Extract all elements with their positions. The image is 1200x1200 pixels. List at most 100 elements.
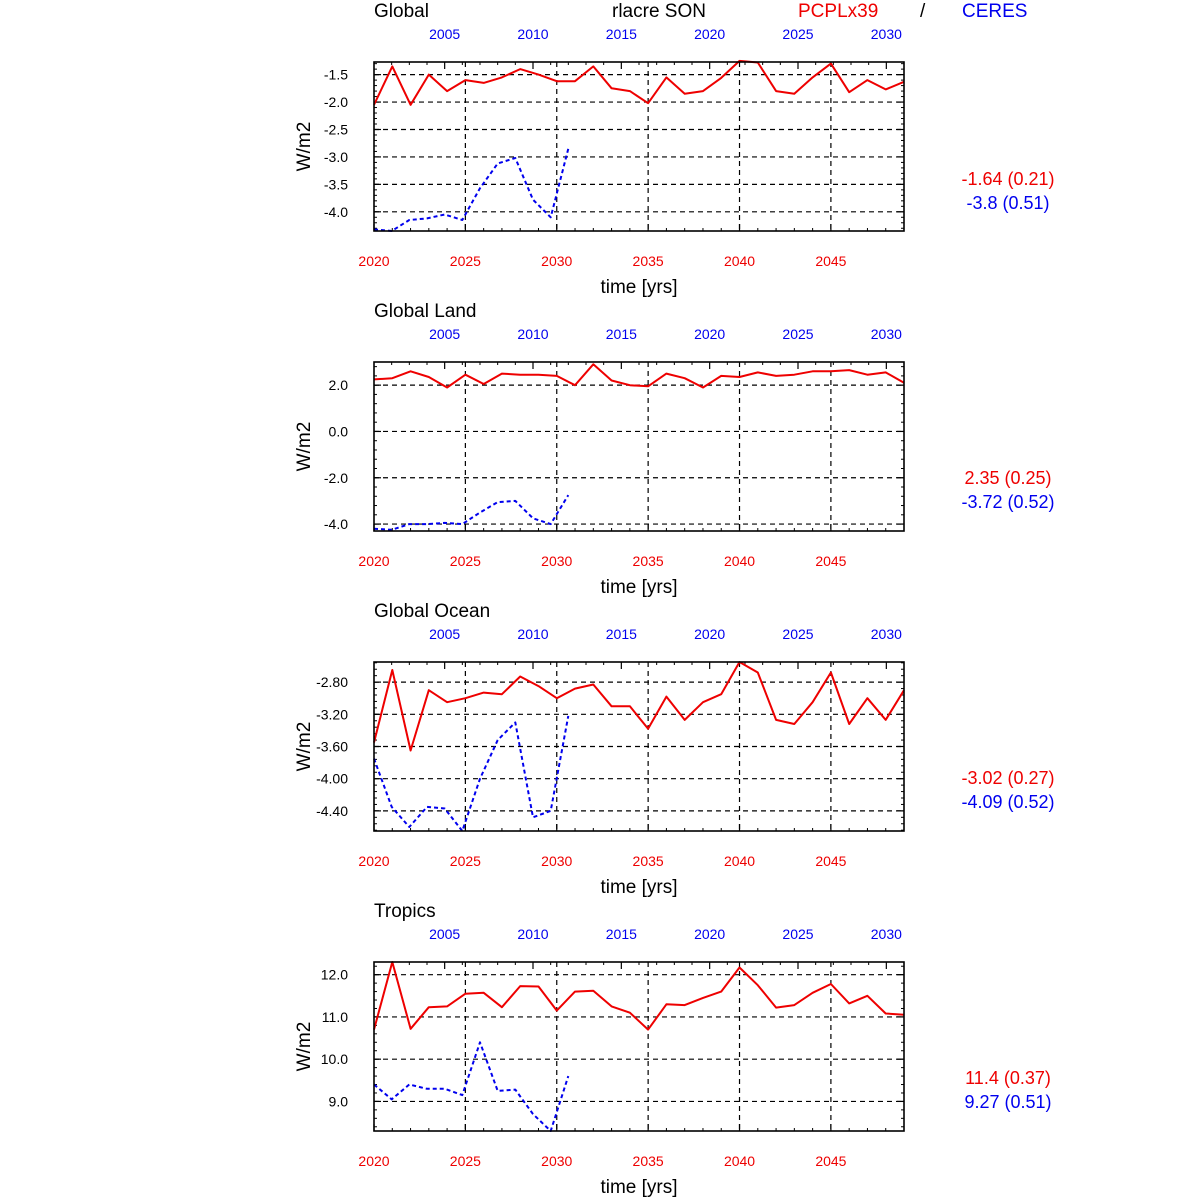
legend-separator: / bbox=[920, 1, 926, 22]
legend-obs-label: CERES bbox=[962, 1, 1028, 22]
x-tick-label-bottom: 2030 bbox=[541, 1153, 572, 1169]
y-tick-label: -4.0 bbox=[324, 204, 348, 220]
x-tick-label-bottom: 2025 bbox=[450, 853, 481, 869]
x-axis-label: time [yrs] bbox=[600, 877, 677, 898]
x-tick-label-bottom: 2045 bbox=[815, 253, 846, 269]
x-tick-label-bottom: 2040 bbox=[724, 1153, 755, 1169]
y-tick-label: 12.0 bbox=[321, 967, 348, 983]
y-tick-label: -3.0 bbox=[324, 149, 348, 165]
x-axis-label: time [yrs] bbox=[600, 577, 677, 598]
y-tick-label: -4.0 bbox=[324, 516, 348, 532]
x-tick-label-top: 2025 bbox=[782, 626, 813, 642]
panel-2: Global Land 2020 2025 2030 2035 2040 2045 2005 2… bbox=[294, 301, 905, 598]
y-tick-label: -2.5 bbox=[324, 121, 348, 137]
series-line-obs bbox=[373, 148, 570, 232]
y-tick-label: -3.60 bbox=[316, 739, 348, 755]
x-tick-label-bottom: 2020 bbox=[358, 1153, 389, 1169]
y-tick-label: -3.20 bbox=[316, 706, 348, 722]
stat-obs: -4.09 (0.52) bbox=[961, 792, 1055, 812]
series-line-obs bbox=[373, 1041, 570, 1132]
series-line-model bbox=[373, 961, 905, 1031]
x-tick-label-bottom: 2040 bbox=[724, 553, 755, 569]
x-tick-label-top: 2030 bbox=[871, 326, 902, 342]
x-tick-label-top: 2005 bbox=[429, 626, 460, 642]
stat-model: -1.64 (0.21) bbox=[961, 169, 1055, 189]
plot-frame bbox=[373, 661, 905, 832]
x-tick-label-bottom: 2020 bbox=[358, 853, 389, 869]
stat-model: 11.4 (0.37) bbox=[965, 1068, 1051, 1088]
x-tick-label-top: 2015 bbox=[606, 26, 637, 42]
x-tick-label-top: 2020 bbox=[694, 626, 725, 642]
y-axis-label: W/m2 bbox=[294, 422, 315, 472]
x-tick-label-bottom: 2045 bbox=[815, 1153, 846, 1169]
y-tick-label: 11.0 bbox=[322, 1009, 348, 1025]
y-axis-label: W/m2 bbox=[294, 122, 315, 172]
x-tick-label-bottom: 2020 bbox=[358, 553, 389, 569]
y-tick-label: -2.80 bbox=[316, 674, 348, 690]
legend-model-label: PCPLx39 bbox=[798, 1, 879, 22]
x-tick-label-top: 2020 bbox=[694, 326, 725, 342]
panel-title: Global Ocean bbox=[374, 601, 490, 622]
y-axis-label: W/m2 bbox=[294, 1022, 315, 1072]
x-tick-label-bottom: 2025 bbox=[450, 253, 481, 269]
y-tick-label: 0.0 bbox=[329, 423, 349, 439]
x-tick-label-top: 2025 bbox=[782, 326, 813, 342]
y-axis-label: W/m2 bbox=[294, 722, 315, 772]
panel-3: Global Ocean 2020 2025 2030 2035 2040 2045 2005… bbox=[294, 601, 905, 898]
x-tick-label-bottom: 2030 bbox=[541, 253, 572, 269]
series-line-model bbox=[373, 59, 905, 106]
panel-title: Global Land bbox=[374, 301, 476, 322]
x-tick-label-top: 2005 bbox=[429, 26, 460, 42]
x-tick-label-bottom: 2030 bbox=[541, 553, 572, 569]
x-tick-label-bottom: 2035 bbox=[633, 553, 664, 569]
x-tick-label-bottom: 2035 bbox=[633, 853, 664, 869]
x-tick-label-bottom: 2020 bbox=[358, 253, 389, 269]
x-tick-label-top: 2015 bbox=[606, 626, 637, 642]
panel-4: Tropics 2020 2025 2030 2035 2040 2045 2005 2010 2… bbox=[294, 901, 905, 1198]
y-tick-label: 10.0 bbox=[321, 1051, 348, 1067]
panel-title: Tropics bbox=[374, 901, 436, 922]
x-tick-label-top: 2005 bbox=[429, 926, 460, 942]
x-axis-label: time [yrs] bbox=[600, 1177, 677, 1198]
series-line-obs bbox=[373, 715, 570, 832]
panel-1: Global 2020 2025 2030 2035 2040 2045 2005 2010 20… bbox=[294, 1, 905, 298]
x-tick-label-top: 2005 bbox=[429, 326, 460, 342]
x-tick-label-bottom: 2035 bbox=[633, 1153, 664, 1169]
y-tick-label: 2.0 bbox=[329, 377, 349, 393]
series-line-obs bbox=[373, 494, 570, 531]
x-tick-label-top: 2030 bbox=[871, 26, 902, 42]
stat-obs: -3.72 (0.52) bbox=[961, 492, 1055, 512]
x-tick-label-top: 2025 bbox=[782, 926, 813, 942]
y-tick-label: -1.5 bbox=[324, 67, 348, 83]
x-tick-label-top: 2030 bbox=[871, 926, 902, 942]
x-tick-label-top: 2010 bbox=[517, 326, 548, 342]
figure-title: rlacre SON bbox=[612, 1, 706, 22]
x-tick-label-top: 2010 bbox=[517, 26, 548, 42]
x-tick-label-bottom: 2040 bbox=[724, 853, 755, 869]
x-tick-label-bottom: 2030 bbox=[541, 853, 572, 869]
x-tick-label-top: 2015 bbox=[606, 926, 637, 942]
x-axis-label: time [yrs] bbox=[600, 277, 677, 298]
x-tick-label-top: 2010 bbox=[517, 926, 548, 942]
series-line-model bbox=[373, 363, 905, 389]
plot-frame bbox=[373, 61, 905, 232]
stat-model: 2.35 (0.25) bbox=[964, 468, 1052, 488]
x-tick-label-top: 2025 bbox=[782, 26, 813, 42]
stat-model: -3.02 (0.27) bbox=[961, 768, 1055, 788]
x-tick-label-bottom: 2025 bbox=[450, 1153, 481, 1169]
plot-frame bbox=[373, 361, 905, 532]
y-tick-label: -2.0 bbox=[324, 470, 348, 486]
y-tick-label: -4.40 bbox=[316, 803, 348, 819]
x-tick-label-top: 2030 bbox=[871, 626, 902, 642]
y-tick-label: -3.5 bbox=[324, 176, 348, 192]
stat-obs: -3.8 (0.51) bbox=[966, 193, 1050, 213]
x-tick-label-bottom: 2025 bbox=[450, 553, 481, 569]
y-tick-label: 9.0 bbox=[329, 1093, 349, 1109]
stat-obs: 9.27 (0.51) bbox=[964, 1092, 1052, 1112]
series-line-model bbox=[373, 661, 905, 752]
x-tick-label-top: 2020 bbox=[694, 926, 725, 942]
panel-title: Global bbox=[374, 1, 429, 22]
x-tick-label-top: 2010 bbox=[517, 626, 548, 642]
